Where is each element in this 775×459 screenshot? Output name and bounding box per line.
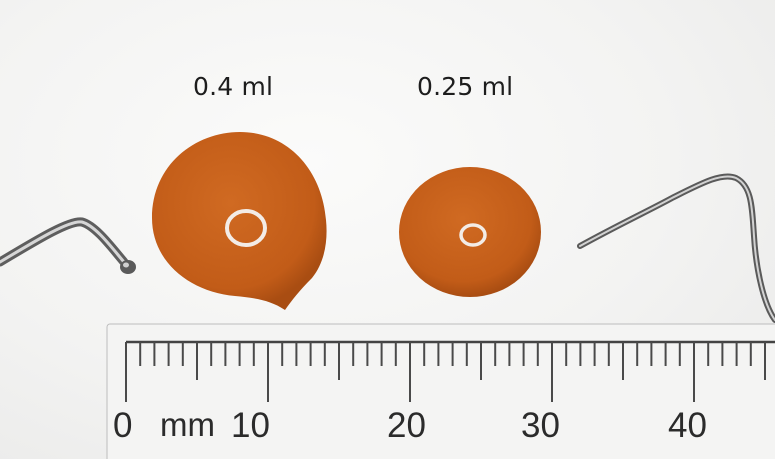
reflection-ring-small: [459, 223, 487, 247]
ruler-unit-label: mm: [160, 406, 215, 443]
large-drop: [152, 132, 327, 310]
left-probe: [0, 217, 136, 274]
ruler-label-10: 10: [231, 406, 270, 445]
ruler: [106, 323, 775, 459]
small-drop: [399, 167, 541, 297]
probe-ball-tip: [120, 260, 136, 274]
ruler-label-20: 20: [387, 406, 426, 445]
ruler-label-40: 40: [668, 406, 707, 445]
ruler-label-0: 0: [113, 406, 133, 445]
left-drop-volume-label: 0.4 ml: [193, 72, 274, 101]
ruler-ticks: [125, 340, 775, 402]
right-drop-volume-label: 0.25 ml: [417, 72, 514, 101]
right-probe: [577, 173, 775, 323]
ruler-label-30: 30: [521, 406, 560, 445]
reflection-ring: [225, 209, 267, 247]
